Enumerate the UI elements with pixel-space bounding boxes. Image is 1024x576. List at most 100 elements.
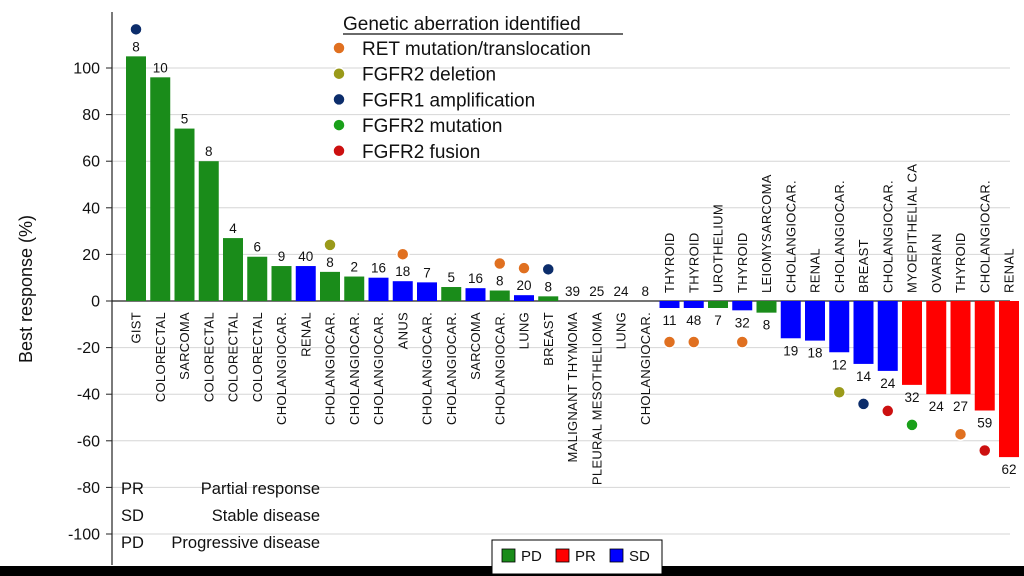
y-tick-label: -100 xyxy=(68,527,100,544)
count-label: 2 xyxy=(350,260,358,275)
y-tick-label: -20 xyxy=(77,340,100,357)
bar xyxy=(223,238,243,301)
abbr-text: Stable disease xyxy=(212,507,320,525)
bar xyxy=(950,301,971,395)
aberration-marker xyxy=(662,335,677,349)
category-label: LUNG xyxy=(614,312,629,349)
status-swatch xyxy=(609,548,624,563)
legend-label: FGFR2 mutation xyxy=(362,116,502,137)
legend-title: Genetic aberration identified xyxy=(343,14,581,35)
category-label: CHOLANGIOCAR. xyxy=(323,312,338,425)
category-label: COLORECTAL xyxy=(226,312,241,402)
status-label: PR xyxy=(575,548,596,565)
count-label: 6 xyxy=(253,240,261,255)
category-label: CHOLANGIOCAR. xyxy=(371,312,386,425)
bar xyxy=(174,128,195,301)
aberration-marker xyxy=(493,256,507,271)
count-label: 8 xyxy=(496,274,504,289)
count-label: 40 xyxy=(298,249,313,264)
bar xyxy=(732,301,753,311)
count-label: 14 xyxy=(856,369,872,384)
aberration-marker xyxy=(856,397,871,411)
count-label: 16 xyxy=(371,261,386,276)
count-label: 19 xyxy=(783,343,798,358)
legend-label: FGFR1 amplification xyxy=(362,90,535,111)
count-label: 32 xyxy=(735,315,750,330)
category-labels: GIST COLORECTAL SARCOMA COLORECTAL COLORECTA… xyxy=(129,164,1017,485)
count-label: 12 xyxy=(832,357,847,372)
legend-marker xyxy=(332,41,346,55)
legend-marker xyxy=(332,66,346,81)
count-label: 24 xyxy=(613,284,629,299)
category-label: THYROID xyxy=(686,232,701,293)
category-label: SARCOMA xyxy=(177,312,192,380)
bar xyxy=(368,277,389,301)
aberration-marker xyxy=(396,247,410,261)
status-legend-box xyxy=(491,539,663,575)
aberration-marker xyxy=(129,22,143,37)
status-swatch xyxy=(501,548,516,563)
count-label: 8 xyxy=(544,279,552,294)
category-label: GIST xyxy=(129,312,144,344)
legend-label: FGFR2 deletion xyxy=(362,65,496,86)
bar xyxy=(659,301,680,308)
legend-marker xyxy=(332,144,346,158)
category-label: MYOEPITHELIAL CA xyxy=(905,164,920,293)
aberration-marker xyxy=(978,443,992,458)
bar xyxy=(489,290,510,301)
category-label: ANUS xyxy=(395,312,410,349)
category-label: THYROID xyxy=(662,232,677,293)
count-label: 7 xyxy=(714,313,722,328)
bars xyxy=(126,56,1019,458)
y-tick-label: -40 xyxy=(77,387,100,404)
status-legend: PD PR SD xyxy=(0,539,1024,576)
category-label: COLORECTAL xyxy=(201,312,216,402)
bar xyxy=(417,282,437,301)
count-label: 7 xyxy=(423,265,431,280)
y-tick-label: -60 xyxy=(77,433,100,450)
count-label: 8 xyxy=(132,39,140,54)
count-label: 39 xyxy=(565,284,580,299)
abbr-code: PR xyxy=(121,480,144,498)
abbr-text: Progressive disease xyxy=(171,534,320,552)
y-tick-label: 100 xyxy=(73,61,100,78)
aberration-marker xyxy=(735,335,749,349)
count-label: 5 xyxy=(447,270,455,285)
y-tick-label: 80 xyxy=(82,107,100,124)
count-label: 20 xyxy=(516,278,531,293)
abbr-code: PD xyxy=(121,534,144,552)
status-label: SD xyxy=(629,548,650,565)
status-swatch xyxy=(555,548,570,563)
category-label: LUNG xyxy=(517,312,532,349)
category-label: CHOLANGIOCAR. xyxy=(783,180,798,293)
count-label: 48 xyxy=(686,313,701,328)
bar xyxy=(441,287,462,301)
count-label: 8 xyxy=(763,318,771,333)
aberration-marker xyxy=(881,404,895,418)
count-label: 4 xyxy=(229,221,237,236)
y-tick-label: 20 xyxy=(82,247,100,264)
category-label: UROTHELIUM xyxy=(711,204,726,293)
count-label: 24 xyxy=(880,376,896,391)
count-label: 8 xyxy=(641,284,649,299)
category-label: MALIGNANT THYMOMA xyxy=(565,312,580,463)
count-label: 16 xyxy=(468,271,483,286)
category-label: COLORECTAL xyxy=(250,312,265,402)
bar xyxy=(295,266,316,301)
category-label: THYROID xyxy=(953,232,968,293)
category-label: CHOLANGIOCAR. xyxy=(274,312,289,425)
bar xyxy=(780,301,801,339)
category-label: CHOLANGIOCAR. xyxy=(492,312,507,425)
bar xyxy=(198,161,219,301)
category-label: LEIOMYSARCOMA xyxy=(759,174,774,293)
y-tick-label: 0 xyxy=(91,294,100,311)
abbr-code: SD xyxy=(121,507,144,525)
category-label: RENAL xyxy=(298,312,313,357)
category-label: RENAL xyxy=(1002,248,1017,293)
count-label: 18 xyxy=(395,264,410,279)
aberration-markers xyxy=(129,22,992,458)
category-label: THYROID xyxy=(735,232,750,293)
category-label: CHOLANGIOCAR. xyxy=(420,312,435,425)
